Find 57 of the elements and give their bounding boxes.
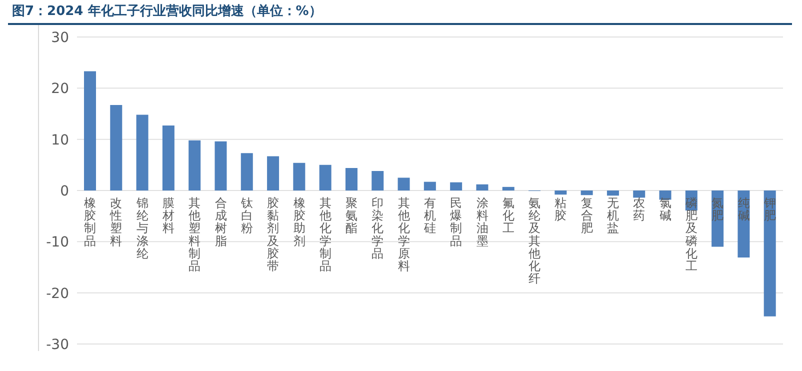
bar — [372, 171, 384, 190]
bar — [450, 182, 462, 190]
y-tick-label: -10 — [46, 234, 69, 251]
bar — [136, 114, 148, 190]
x-tick-label: 粘胶 — [554, 196, 567, 223]
bar — [606, 190, 619, 196]
x-tick-label: 聚氨酯 — [346, 196, 358, 236]
x-tick-label: 有机硅 — [423, 196, 436, 236]
x-tick-label: 无机盐 — [607, 196, 620, 236]
x-tick-label: 农药 — [633, 196, 646, 223]
x-tick-label: 氮肥 — [712, 196, 724, 223]
chart-title: 图7：2024 年化工子行业营收同比增速（单位：%） — [8, 4, 792, 25]
bar — [580, 190, 593, 196]
x-tick-label: 胶黏剂及胶带 — [267, 196, 280, 273]
bar — [502, 186, 514, 190]
bar — [110, 105, 122, 190]
x-tick-label: 氟化工 — [502, 196, 514, 236]
bar — [84, 71, 96, 190]
x-tick-label: 合成树脂 — [214, 196, 227, 248]
y-tick-label: -20 — [46, 286, 69, 302]
x-tick-label: 氨纶及其他化纤 — [528, 196, 541, 286]
x-tick-label: 氯碱 — [659, 196, 672, 223]
x-tick-label: 橡胶助剂 — [293, 196, 306, 248]
bar — [398, 178, 410, 190]
bar — [345, 168, 358, 190]
bar — [267, 156, 280, 190]
bar — [424, 182, 436, 190]
bar — [162, 126, 174, 190]
x-tick-label: 涂料油墨 — [476, 196, 488, 248]
bar — [188, 140, 201, 190]
bar — [633, 190, 646, 198]
x-tick-label: 复合肥 — [580, 196, 593, 236]
x-tick-label: 改性塑料 — [109, 196, 122, 248]
x-tick-label: 钛白粉 — [240, 196, 253, 236]
x-tick-label: 膜材料 — [162, 196, 175, 236]
bar — [476, 184, 488, 190]
x-tick-label: 其他化学制品 — [319, 196, 332, 273]
x-tick-label: 橡胶制品 — [84, 196, 96, 248]
y-tick-label: 10 — [51, 132, 69, 148]
bar — [764, 190, 776, 316]
bar — [214, 141, 227, 190]
x-tick-label: 纯碱 — [738, 196, 750, 223]
x-tick-label: 磷肥及磷化工 — [684, 196, 698, 273]
x-tick-label: 其他化学原料 — [398, 196, 410, 273]
x-tick-label: 印染化学品 — [372, 196, 384, 260]
x-tick-label: 钾肥 — [762, 196, 776, 223]
x-tick-label: 民爆制品 — [450, 196, 462, 248]
bar — [293, 162, 306, 190]
x-tick-label: 锦纶与涤纶 — [135, 196, 148, 260]
x-tick-label: 其他塑料制品 — [188, 196, 201, 273]
y-tick-label: -30 — [46, 336, 69, 353]
bar — [319, 164, 332, 190]
y-tick-label: 0 — [60, 183, 69, 200]
y-tick-label: 20 — [51, 81, 69, 98]
bar — [240, 153, 253, 190]
y-tick-label: 30 — [51, 30, 69, 46]
bar — [554, 190, 567, 195]
